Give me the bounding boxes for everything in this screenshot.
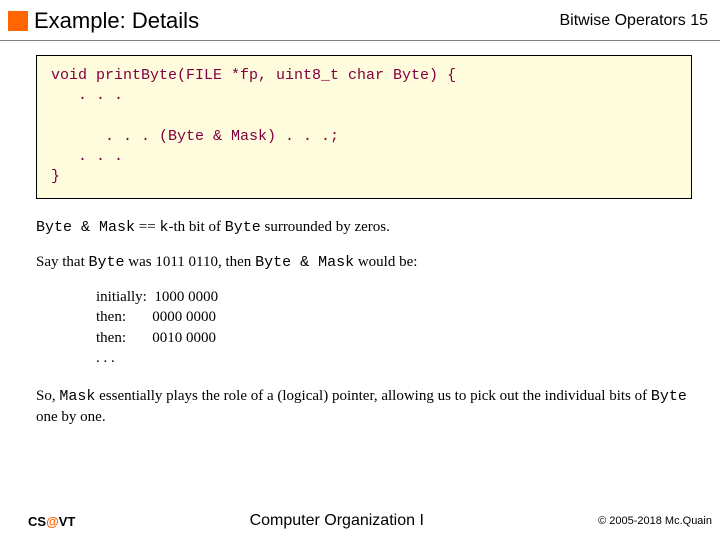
paragraph-3: So, Mask essentially plays the role of a… xyxy=(36,386,692,428)
table-row: then: 0000 0000 xyxy=(96,307,692,327)
table-ellipsis: . . . xyxy=(96,348,692,368)
value-table: initially: 1000 0000 then: 0000 0000 the… xyxy=(96,287,692,368)
paragraph-1: Byte & Mask == k-th bit of Byte surround… xyxy=(36,217,692,238)
section-label: Bitwise Operators xyxy=(559,12,685,29)
slide-title: Example: Details xyxy=(34,8,199,34)
code-line: . . . xyxy=(51,87,123,104)
accent-square-icon xyxy=(8,11,28,31)
divider-line xyxy=(0,40,720,41)
inline-code: Byte & Mask xyxy=(255,254,354,271)
slide-header: Example: Details Bitwise Operators 15 xyxy=(0,0,720,40)
table-row: initially: 1000 0000 xyxy=(96,287,692,307)
inline-code: Byte xyxy=(225,219,261,236)
table-row: then: 0010 0000 xyxy=(96,328,692,348)
code-line: . . . xyxy=(51,148,123,165)
slide-content: void printByte(FILE *fp, uint8_t char By… xyxy=(0,55,720,428)
inline-code: Byte xyxy=(89,254,125,271)
code-line: void printByte(FILE *fp, uint8_t char By… xyxy=(51,67,456,84)
code-box: void printByte(FILE *fp, uint8_t char By… xyxy=(36,55,692,199)
inline-code: Byte xyxy=(651,388,687,405)
code-line: . . . (Byte & Mask) . . .; xyxy=(51,128,339,145)
paragraph-2: Say that Byte was 1011 0110, then Byte &… xyxy=(36,252,692,273)
inline-code: Mask xyxy=(59,388,95,405)
code-line: } xyxy=(51,168,60,185)
inline-code: Byte & Mask xyxy=(36,219,135,236)
footer-right: © 2005-2018 Mc.Quain xyxy=(598,515,712,527)
footer-left: CS@VT xyxy=(28,514,75,529)
title-group: Example: Details xyxy=(8,8,199,34)
header-right: Bitwise Operators 15 xyxy=(559,12,708,30)
footer-center: Computer Organization I xyxy=(250,512,424,530)
slide-footer: CS@VT Computer Organization I © 2005-201… xyxy=(0,512,720,530)
slide-number: 15 xyxy=(690,12,708,29)
